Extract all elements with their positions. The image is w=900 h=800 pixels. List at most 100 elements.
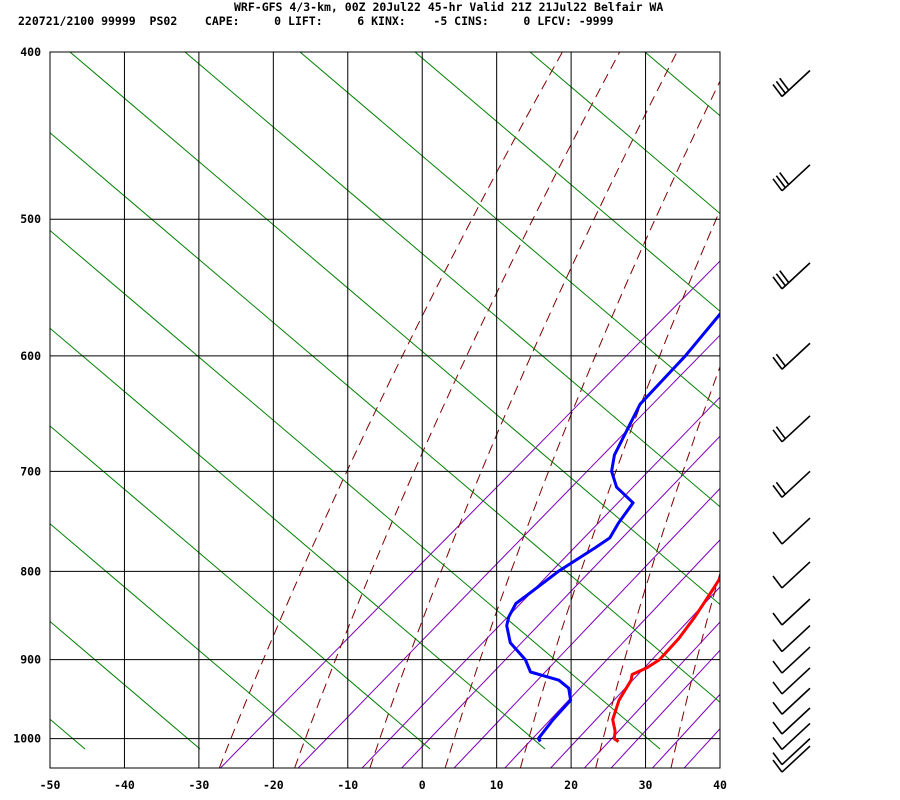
temperature-line <box>611 575 720 743</box>
mixing-ratio-line <box>297 334 720 768</box>
wind-barb-staff <box>781 262 811 290</box>
mixing-ratio-line <box>584 621 720 768</box>
wind-barb-feather <box>772 721 783 735</box>
wind-barb-staff <box>781 598 811 626</box>
wind-barb-staff <box>781 517 811 545</box>
moist-adiabat-line <box>50 327 546 750</box>
wind-barb-feather <box>779 270 790 284</box>
wind-barb-feather <box>772 681 783 695</box>
pressure-tick-label: 900 <box>20 653 41 667</box>
temperature-tick-label: -30 <box>188 778 209 792</box>
wind-barb-feather <box>772 276 783 290</box>
wind-barb-staff <box>781 722 811 751</box>
wind-barb-feather <box>775 481 786 495</box>
pressure-tick-label: 700 <box>20 464 41 478</box>
wind-barb-feather <box>772 736 783 750</box>
moist-adiabat-line <box>50 718 86 750</box>
temperature-tick-label: 30 <box>639 778 653 792</box>
sounding-header: WRF-GFS 4/3-km, 00Z 20Jul22 45-hr Valid … <box>0 0 900 34</box>
dewpoint-line <box>505 311 720 743</box>
wind-barb-staff <box>781 415 811 443</box>
mixing-ratio-line <box>361 396 720 768</box>
wind-barb-staff <box>781 707 811 735</box>
wind-barb-feather <box>772 575 783 589</box>
moist-adiabat-line <box>299 52 720 410</box>
wind-barb-staff <box>781 342 811 370</box>
wind-barb-staff <box>781 164 811 192</box>
dry-adiabat-line <box>218 52 563 768</box>
axis-tick-labels: 400 500 600 700 800 900 1000 -50 -40 -30 -20 -10 0 10… <box>13 45 727 792</box>
pressure-tick-label: 400 <box>20 45 41 59</box>
wind-barb-feather <box>779 172 790 186</box>
pressure-tick-label: 800 <box>20 564 41 578</box>
moist-adiabat-line <box>50 523 316 750</box>
gridlines <box>50 51 720 768</box>
moist-adiabat-line <box>50 229 661 750</box>
moist-adiabat-line <box>69 52 720 606</box>
moist-adiabat-line <box>184 52 720 508</box>
wind-barb-feather <box>772 660 783 674</box>
wind-barb-feather <box>772 639 783 653</box>
moist-adiabat-line <box>50 132 720 703</box>
moist-adiabat-line <box>529 52 720 215</box>
dry-adiabat-line <box>519 209 720 768</box>
temperature-tick-label: -20 <box>263 778 284 792</box>
dry-adiabat-line <box>294 52 621 768</box>
pressure-tick-label: 600 <box>20 349 41 363</box>
mixing-ratio-line <box>504 539 720 768</box>
moist-adiabat-line <box>414 52 720 312</box>
moist-adiabat-line <box>50 620 201 750</box>
wind-barb-feather <box>772 178 783 192</box>
wind-barb-staff <box>781 646 811 674</box>
wind-barb-staff <box>781 69 811 98</box>
background-guide-lines <box>50 52 900 768</box>
wind-barb-staff <box>781 625 811 653</box>
wind-barb-feather <box>772 759 783 773</box>
wind-barb-feather <box>772 612 783 626</box>
temperature-tick-label: -10 <box>337 778 358 792</box>
data-lines <box>505 311 720 743</box>
pressure-tick-label: 1000 <box>13 732 41 746</box>
wind-barb-staff <box>781 687 811 715</box>
wind-barb-feather <box>772 84 783 97</box>
wind-barb-feather <box>775 426 786 440</box>
temperature-tick-label: 40 <box>713 778 727 792</box>
wind-barb-staff <box>781 561 811 589</box>
wind-barb-staff <box>781 470 811 498</box>
mixing-ratio-line <box>401 435 720 768</box>
temperature-tick-label: 10 <box>490 778 504 792</box>
mixing-ratio-line <box>652 693 720 768</box>
wind-barb-feather <box>772 429 783 443</box>
mixing-ratio-line <box>610 649 720 768</box>
dry-adiabat-line <box>369 52 678 768</box>
wind-barb-feather <box>775 273 786 287</box>
temperature-tick-label: -50 <box>40 778 61 792</box>
wind-barb-feather <box>772 484 783 498</box>
dry-adiabat-line <box>822 52 900 768</box>
wind-barb-staff <box>781 667 811 695</box>
wind-barb-feather <box>772 752 783 766</box>
header-indices-line: 220721/2100 99999 PS02 CAPE: 0 LIFT: 6 K… <box>18 14 614 28</box>
header-title-line: WRF-GFS 4/3-km, 00Z 20Jul22 45-hr Valid … <box>234 0 664 14</box>
moist-adiabat-line <box>644 52 720 117</box>
wind-barb-feather <box>775 80 786 94</box>
mixing-ratio-line <box>683 728 720 768</box>
moist-adiabat-line <box>50 425 431 750</box>
dry-adiabat-line <box>444 80 720 768</box>
moist-adiabat-line <box>875 52 900 749</box>
dry-adiabat-line <box>746 52 900 768</box>
mixing-ratio-line <box>220 260 720 768</box>
wind-barbs <box>772 69 811 773</box>
wind-barb-feather <box>775 353 786 367</box>
mixing-ratio-line <box>453 487 720 768</box>
dry-adiabat-line <box>670 571 720 768</box>
wind-barb-feather <box>775 175 786 189</box>
temperature-tick-label: 20 <box>564 778 578 792</box>
wind-barb-feather <box>779 77 790 91</box>
wind-barb-staff <box>781 745 811 773</box>
temperature-tick-label: 0 <box>419 778 426 792</box>
dry-adiabat-line <box>595 365 720 768</box>
mixing-ratio-line <box>550 586 720 768</box>
wind-barb-staff <box>781 738 811 766</box>
